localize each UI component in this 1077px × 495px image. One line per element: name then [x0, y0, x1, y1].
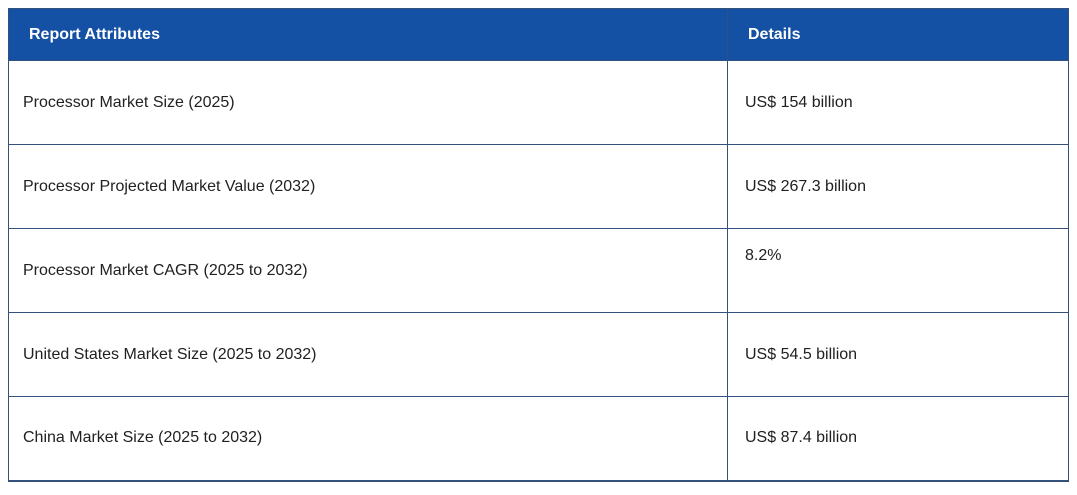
report-attributes-table: Report Attributes Details Processor Mark…	[8, 8, 1069, 482]
table-row: Processor Projected Market Value (2032) …	[8, 144, 1069, 229]
detail-cell: 8.2%	[727, 228, 1069, 313]
attribute-cell: United States Market Size (2025 to 2032)	[8, 312, 728, 397]
attribute-cell: Processor Projected Market Value (2032)	[8, 144, 728, 229]
report-attributes-header: Report Attributes	[8, 8, 728, 61]
detail-cell: US$ 87.4 billion	[727, 396, 1069, 481]
detail-cell: US$ 154 billion	[727, 60, 1069, 145]
attribute-cell: Processor Market CAGR (2025 to 2032)	[8, 228, 728, 313]
table-row: China Market Size (2025 to 2032) US$ 87.…	[8, 396, 1069, 481]
details-header: Details	[727, 8, 1069, 61]
table-row: Processor Market Size (2025) US$ 154 bil…	[8, 60, 1069, 145]
attribute-cell: China Market Size (2025 to 2032)	[8, 396, 728, 481]
table-row: United States Market Size (2025 to 2032)…	[8, 312, 1069, 397]
table-header-row: Report Attributes Details	[8, 8, 1069, 61]
detail-cell: US$ 54.5 billion	[727, 312, 1069, 397]
table-row: Processor Market CAGR (2025 to 2032) 8.2…	[8, 228, 1069, 313]
detail-cell: US$ 267.3 billion	[727, 144, 1069, 229]
attribute-cell: Processor Market Size (2025)	[8, 60, 728, 145]
